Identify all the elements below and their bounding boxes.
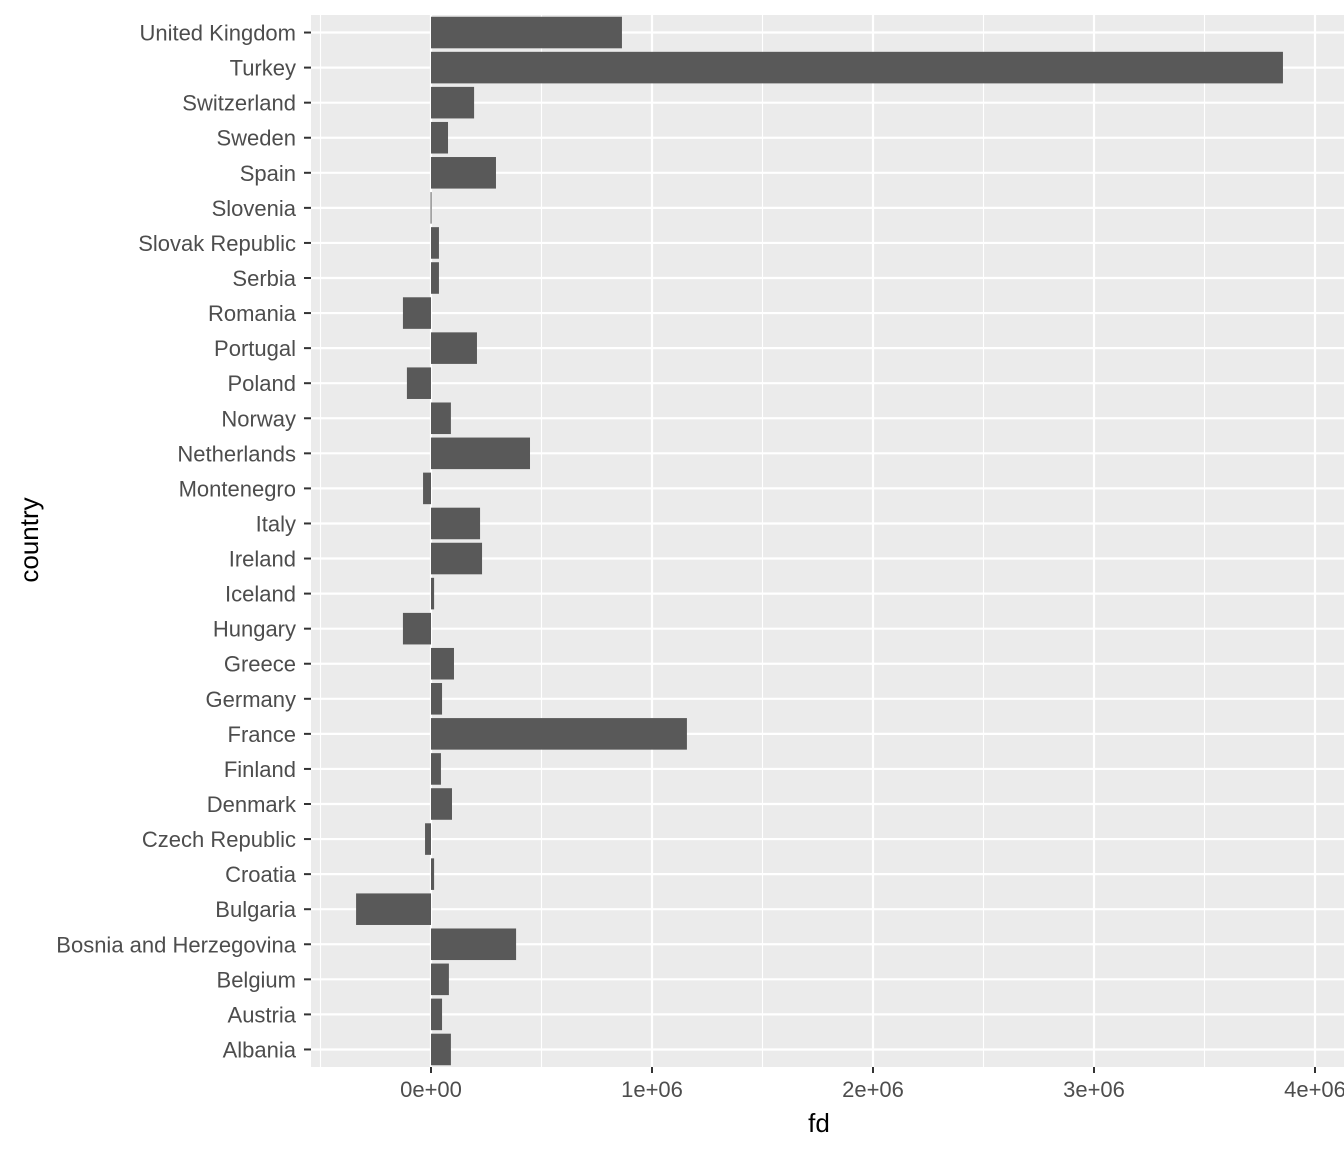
y-tick-label: Denmark — [207, 792, 297, 817]
bar-greece — [431, 647, 454, 680]
y-tick-label: Croatia — [225, 862, 297, 887]
x-tick-label: 4e+06 — [1284, 1077, 1344, 1102]
y-tick-label: Sweden — [216, 126, 296, 151]
bar-montenegro — [423, 472, 431, 505]
bar-turkey — [431, 51, 1283, 84]
y-tick-label: Italy — [256, 511, 296, 536]
y-tick-label: Spain — [240, 161, 296, 186]
x-tick-label: 0e+00 — [400, 1077, 462, 1102]
bar-switzerland — [431, 86, 475, 119]
bar-hungary — [402, 612, 431, 645]
bar-bulgaria — [356, 893, 431, 925]
y-tick-label: Belgium — [217, 967, 296, 992]
bar-romania — [402, 297, 431, 329]
bar-bosnia-and-herzegovina — [431, 928, 517, 961]
y-tick-label: Serbia — [232, 266, 296, 291]
plot-panel — [311, 15, 1344, 1067]
x-axis-title: fd — [808, 1108, 830, 1138]
x-tick-label: 3e+06 — [1063, 1077, 1125, 1102]
bar-belgium — [431, 963, 449, 996]
bar-italy — [431, 507, 481, 540]
bar-poland — [406, 367, 431, 399]
y-tick-label: Turkey — [230, 56, 296, 81]
y-axis-title: country — [14, 497, 44, 582]
y-tick-label: Germany — [206, 687, 296, 712]
bar-iceland — [431, 577, 435, 610]
y-tick-label: Bosnia and Herzegovina — [56, 932, 296, 957]
y-tick-label: Finland — [224, 757, 296, 782]
bar-ireland — [431, 542, 483, 575]
y-tick-label: Portugal — [214, 336, 296, 361]
bar-croatia — [431, 858, 435, 890]
bar-sweden — [431, 121, 449, 154]
bar-netherlands — [431, 437, 531, 470]
y-tick-label: Romania — [208, 301, 297, 326]
bar-czech-republic — [425, 823, 431, 855]
y-tick-label: Hungary — [213, 617, 296, 642]
y-tick-label: Iceland — [225, 582, 296, 607]
y-tick-label: Montenegro — [179, 476, 296, 501]
y-tick-label: Poland — [227, 371, 296, 396]
y-tick-label: Ireland — [229, 547, 296, 572]
y-tick-label: Czech Republic — [142, 827, 296, 852]
y-tick-label: Bulgaria — [215, 897, 296, 922]
bar-france — [431, 718, 687, 750]
bar-albania — [431, 1033, 451, 1066]
y-tick-label: France — [228, 722, 296, 747]
y-tick-label: United Kingdom — [139, 21, 296, 46]
y-tick-label: Greece — [224, 652, 296, 677]
bar-norway — [431, 402, 451, 435]
y-tick-label: Norway — [221, 406, 296, 431]
y-tick-label: Switzerland — [182, 91, 296, 116]
y-tick-label: Albania — [223, 1037, 297, 1062]
bar-serbia — [431, 262, 439, 294]
bar-portugal — [431, 332, 477, 364]
y-tick-label: Slovak Republic — [138, 231, 296, 256]
y-tick-label: Netherlands — [177, 441, 296, 466]
bar-austria — [431, 998, 443, 1031]
bar-denmark — [431, 788, 452, 820]
y-tick-label: Austria — [228, 1002, 297, 1027]
bar-united-kingdom — [431, 16, 622, 49]
bar-slovak-republic — [431, 227, 439, 259]
bar-germany — [431, 683, 443, 715]
x-tick-label: 1e+06 — [621, 1077, 683, 1102]
bar-finland — [431, 753, 441, 785]
x-tick-label: 2e+06 — [842, 1077, 904, 1102]
bar-slovenia — [430, 192, 432, 224]
bar-spain — [431, 157, 496, 189]
y-tick-label: Slovenia — [212, 196, 297, 221]
